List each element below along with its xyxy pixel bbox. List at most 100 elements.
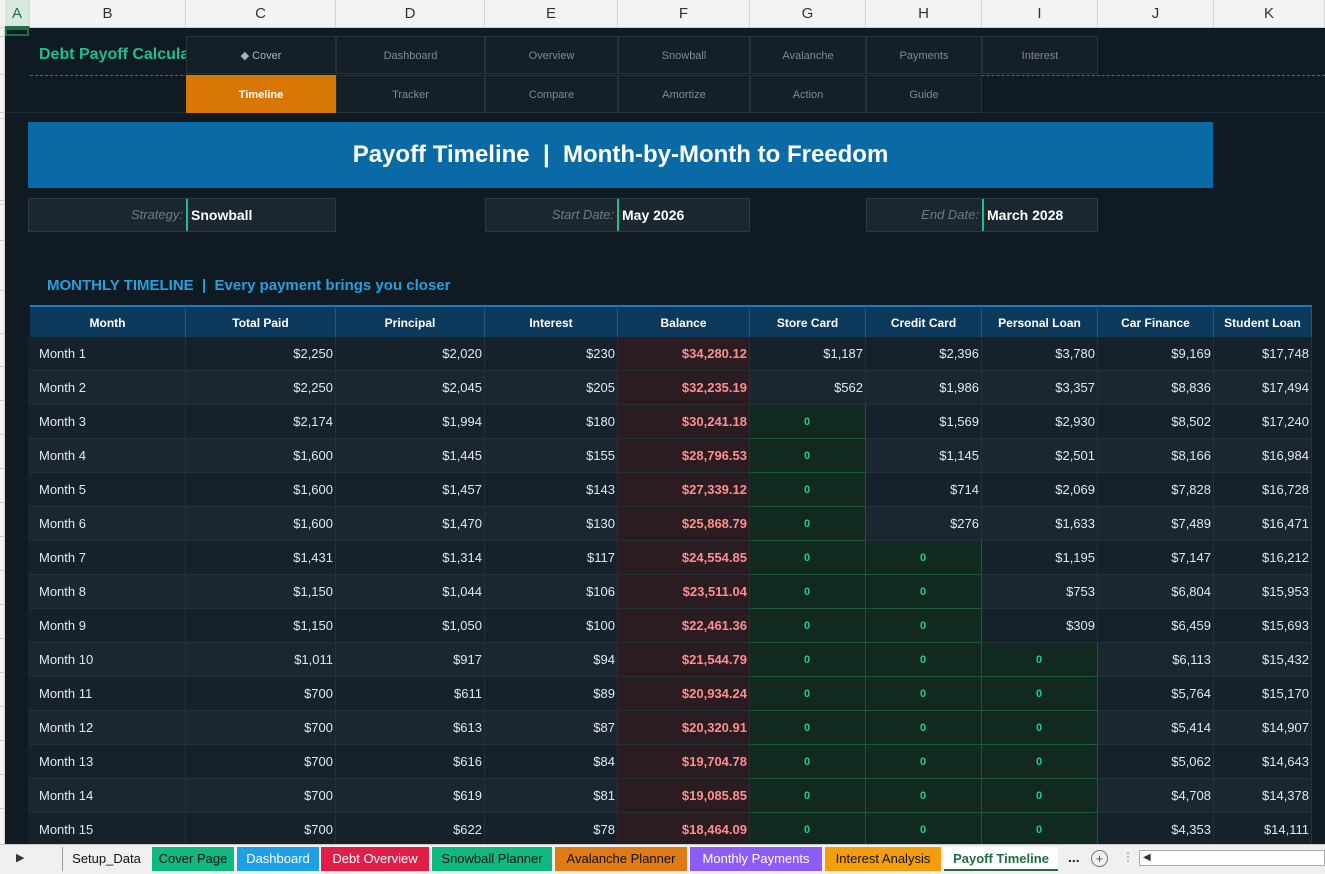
cell-store-card[interactable]: 0 xyxy=(750,643,866,677)
cell-total-paid[interactable]: $2,174 xyxy=(186,405,336,439)
cell-month[interactable]: Month 7 xyxy=(30,541,186,575)
nav-guide-button[interactable]: Guide xyxy=(866,75,982,113)
cell-store-card[interactable]: 0 xyxy=(750,677,866,711)
row-header[interactable] xyxy=(0,774,5,775)
header-store-card[interactable]: Store Card xyxy=(750,305,866,337)
cell-store-card[interactable]: 0 xyxy=(750,609,866,643)
cell-balance[interactable]: $18,464.09 xyxy=(618,813,750,847)
cell-car-finance[interactable]: $5,764 xyxy=(1098,677,1214,711)
cell-personal-loan[interactable]: $3,357 xyxy=(982,371,1098,405)
cell-credit-card[interactable]: 0 xyxy=(866,609,982,643)
cell-principal[interactable]: $613 xyxy=(336,711,485,745)
row-header[interactable] xyxy=(0,118,5,119)
add-sheet-icon[interactable]: + xyxy=(1091,850,1108,867)
row-header[interactable] xyxy=(0,740,5,741)
sheet-tab-interest-analysis[interactable]: Interest Analysis xyxy=(825,847,941,871)
cell-student-loan[interactable]: $14,111 xyxy=(1214,813,1312,847)
cell-personal-loan[interactable]: $1,195 xyxy=(982,541,1098,575)
cell-student-loan[interactable]: $15,953 xyxy=(1214,575,1312,609)
cell-car-finance[interactable]: $6,804 xyxy=(1098,575,1214,609)
cell-credit-card[interactable]: $2,396 xyxy=(866,337,982,371)
nav-compare-button[interactable]: Compare xyxy=(485,75,618,113)
cell-personal-loan[interactable]: 0 xyxy=(982,779,1098,813)
cell-total-paid[interactable]: $700 xyxy=(186,745,336,779)
nav-dashboard-button[interactable]: Dashboard xyxy=(336,36,485,74)
nav-overview-button[interactable]: Overview xyxy=(485,36,618,74)
cell-personal-loan[interactable]: 0 xyxy=(982,643,1098,677)
cell-month[interactable]: Month 15 xyxy=(30,813,186,847)
cell-student-loan[interactable]: $16,471 xyxy=(1214,507,1312,541)
cell-credit-card[interactable]: 0 xyxy=(866,813,982,847)
cell-credit-card[interactable]: $276 xyxy=(866,507,982,541)
nav-timeline-button[interactable]: Timeline xyxy=(186,75,336,113)
cell-month[interactable]: Month 3 xyxy=(30,405,186,439)
cell-total-paid[interactable]: $1,150 xyxy=(186,575,336,609)
row-header[interactable] xyxy=(0,333,5,334)
cell-student-loan[interactable]: $15,170 xyxy=(1214,677,1312,711)
selected-cell-indicator[interactable] xyxy=(5,28,29,36)
cell-store-card[interactable]: 0 xyxy=(750,439,866,473)
header-month[interactable]: Month xyxy=(30,305,186,337)
cell-total-paid[interactable]: $700 xyxy=(186,677,336,711)
cell-balance[interactable]: $30,241.18 xyxy=(618,405,750,439)
cell-car-finance[interactable]: $8,166 xyxy=(1098,439,1214,473)
cell-balance[interactable]: $21,544.79 xyxy=(618,643,750,677)
row-header[interactable] xyxy=(0,434,5,435)
cell-total-paid[interactable]: $1,600 xyxy=(186,507,336,541)
cell-car-finance[interactable]: $5,062 xyxy=(1098,745,1214,779)
header-personal-loan[interactable]: Personal Loan xyxy=(982,305,1098,337)
cell-month[interactable]: Month 14 xyxy=(30,779,186,813)
row-header[interactable] xyxy=(0,468,5,469)
cell-car-finance[interactable]: $7,828 xyxy=(1098,473,1214,507)
cell-interest[interactable]: $89 xyxy=(485,677,618,711)
sheet-tab-avalanche-planner[interactable]: Avalanche Planner xyxy=(555,847,687,871)
cell-personal-loan[interactable]: $753 xyxy=(982,575,1098,609)
cell-principal[interactable]: $1,050 xyxy=(336,609,485,643)
sheet-tab-payoff-timeline[interactable]: Payoff Timeline xyxy=(944,847,1058,871)
cell-principal[interactable]: $619 xyxy=(336,779,485,813)
cell-car-finance[interactable]: $7,489 xyxy=(1098,507,1214,541)
cell-total-paid[interactable]: $1,431 xyxy=(186,541,336,575)
cell-interest[interactable]: $106 xyxy=(485,575,618,609)
cell-personal-loan[interactable]: $2,930 xyxy=(982,405,1098,439)
row-header[interactable] xyxy=(0,74,5,75)
cell-credit-card[interactable]: 0 xyxy=(866,677,982,711)
cell-student-loan[interactable]: $15,432 xyxy=(1214,643,1312,677)
header-balance[interactable]: Balance xyxy=(618,305,750,337)
sheet-tab-monthly-payments[interactable]: Monthly Payments xyxy=(690,847,822,871)
cell-total-paid[interactable]: $1,600 xyxy=(186,473,336,507)
column-header-b[interactable]: B xyxy=(30,0,186,28)
row-header[interactable] xyxy=(0,502,5,503)
cell-principal[interactable]: $2,045 xyxy=(336,371,485,405)
cell-month[interactable]: Month 9 xyxy=(30,609,186,643)
cell-personal-loan[interactable]: $2,069 xyxy=(982,473,1098,507)
column-header-g[interactable]: G xyxy=(750,0,866,28)
start-date-value[interactable]: May 2026 xyxy=(617,199,750,231)
more-tabs-button[interactable]: ... xyxy=(1068,849,1080,865)
cell-total-paid[interactable]: $1,011 xyxy=(186,643,336,677)
sheet-tab-setup-data[interactable]: Setup_Data xyxy=(62,847,150,871)
nav-interest-button[interactable]: Interest xyxy=(982,36,1098,74)
cell-balance[interactable]: $23,511.04 xyxy=(618,575,750,609)
column-header-k[interactable]: K xyxy=(1214,0,1325,28)
cell-personal-loan[interactable]: 0 xyxy=(982,711,1098,745)
cell-balance[interactable]: $19,704.78 xyxy=(618,745,750,779)
cell-interest[interactable]: $78 xyxy=(485,813,618,847)
nav-cover-button[interactable]: ◆ Cover xyxy=(186,36,336,74)
cell-student-loan[interactable]: $17,748 xyxy=(1214,337,1312,371)
cell-total-paid[interactable]: $1,600 xyxy=(186,439,336,473)
cell-car-finance[interactable]: $8,836 xyxy=(1098,371,1214,405)
cell-store-card[interactable]: 0 xyxy=(750,711,866,745)
cell-credit-card[interactable]: $714 xyxy=(866,473,982,507)
nav-amortize-button[interactable]: Amortize xyxy=(618,75,750,113)
column-header-f[interactable]: F xyxy=(618,0,750,28)
row-header[interactable] xyxy=(0,536,5,537)
column-header-c[interactable]: C xyxy=(186,0,336,28)
cell-total-paid[interactable]: $700 xyxy=(186,813,336,847)
cell-student-loan[interactable]: $14,378 xyxy=(1214,779,1312,813)
row-header[interactable] xyxy=(0,570,5,571)
cell-month[interactable]: Month 4 xyxy=(30,439,186,473)
row-header[interactable] xyxy=(0,604,5,605)
cell-month[interactable]: Month 1 xyxy=(30,337,186,371)
header-car-finance[interactable]: Car Finance xyxy=(1098,305,1214,337)
